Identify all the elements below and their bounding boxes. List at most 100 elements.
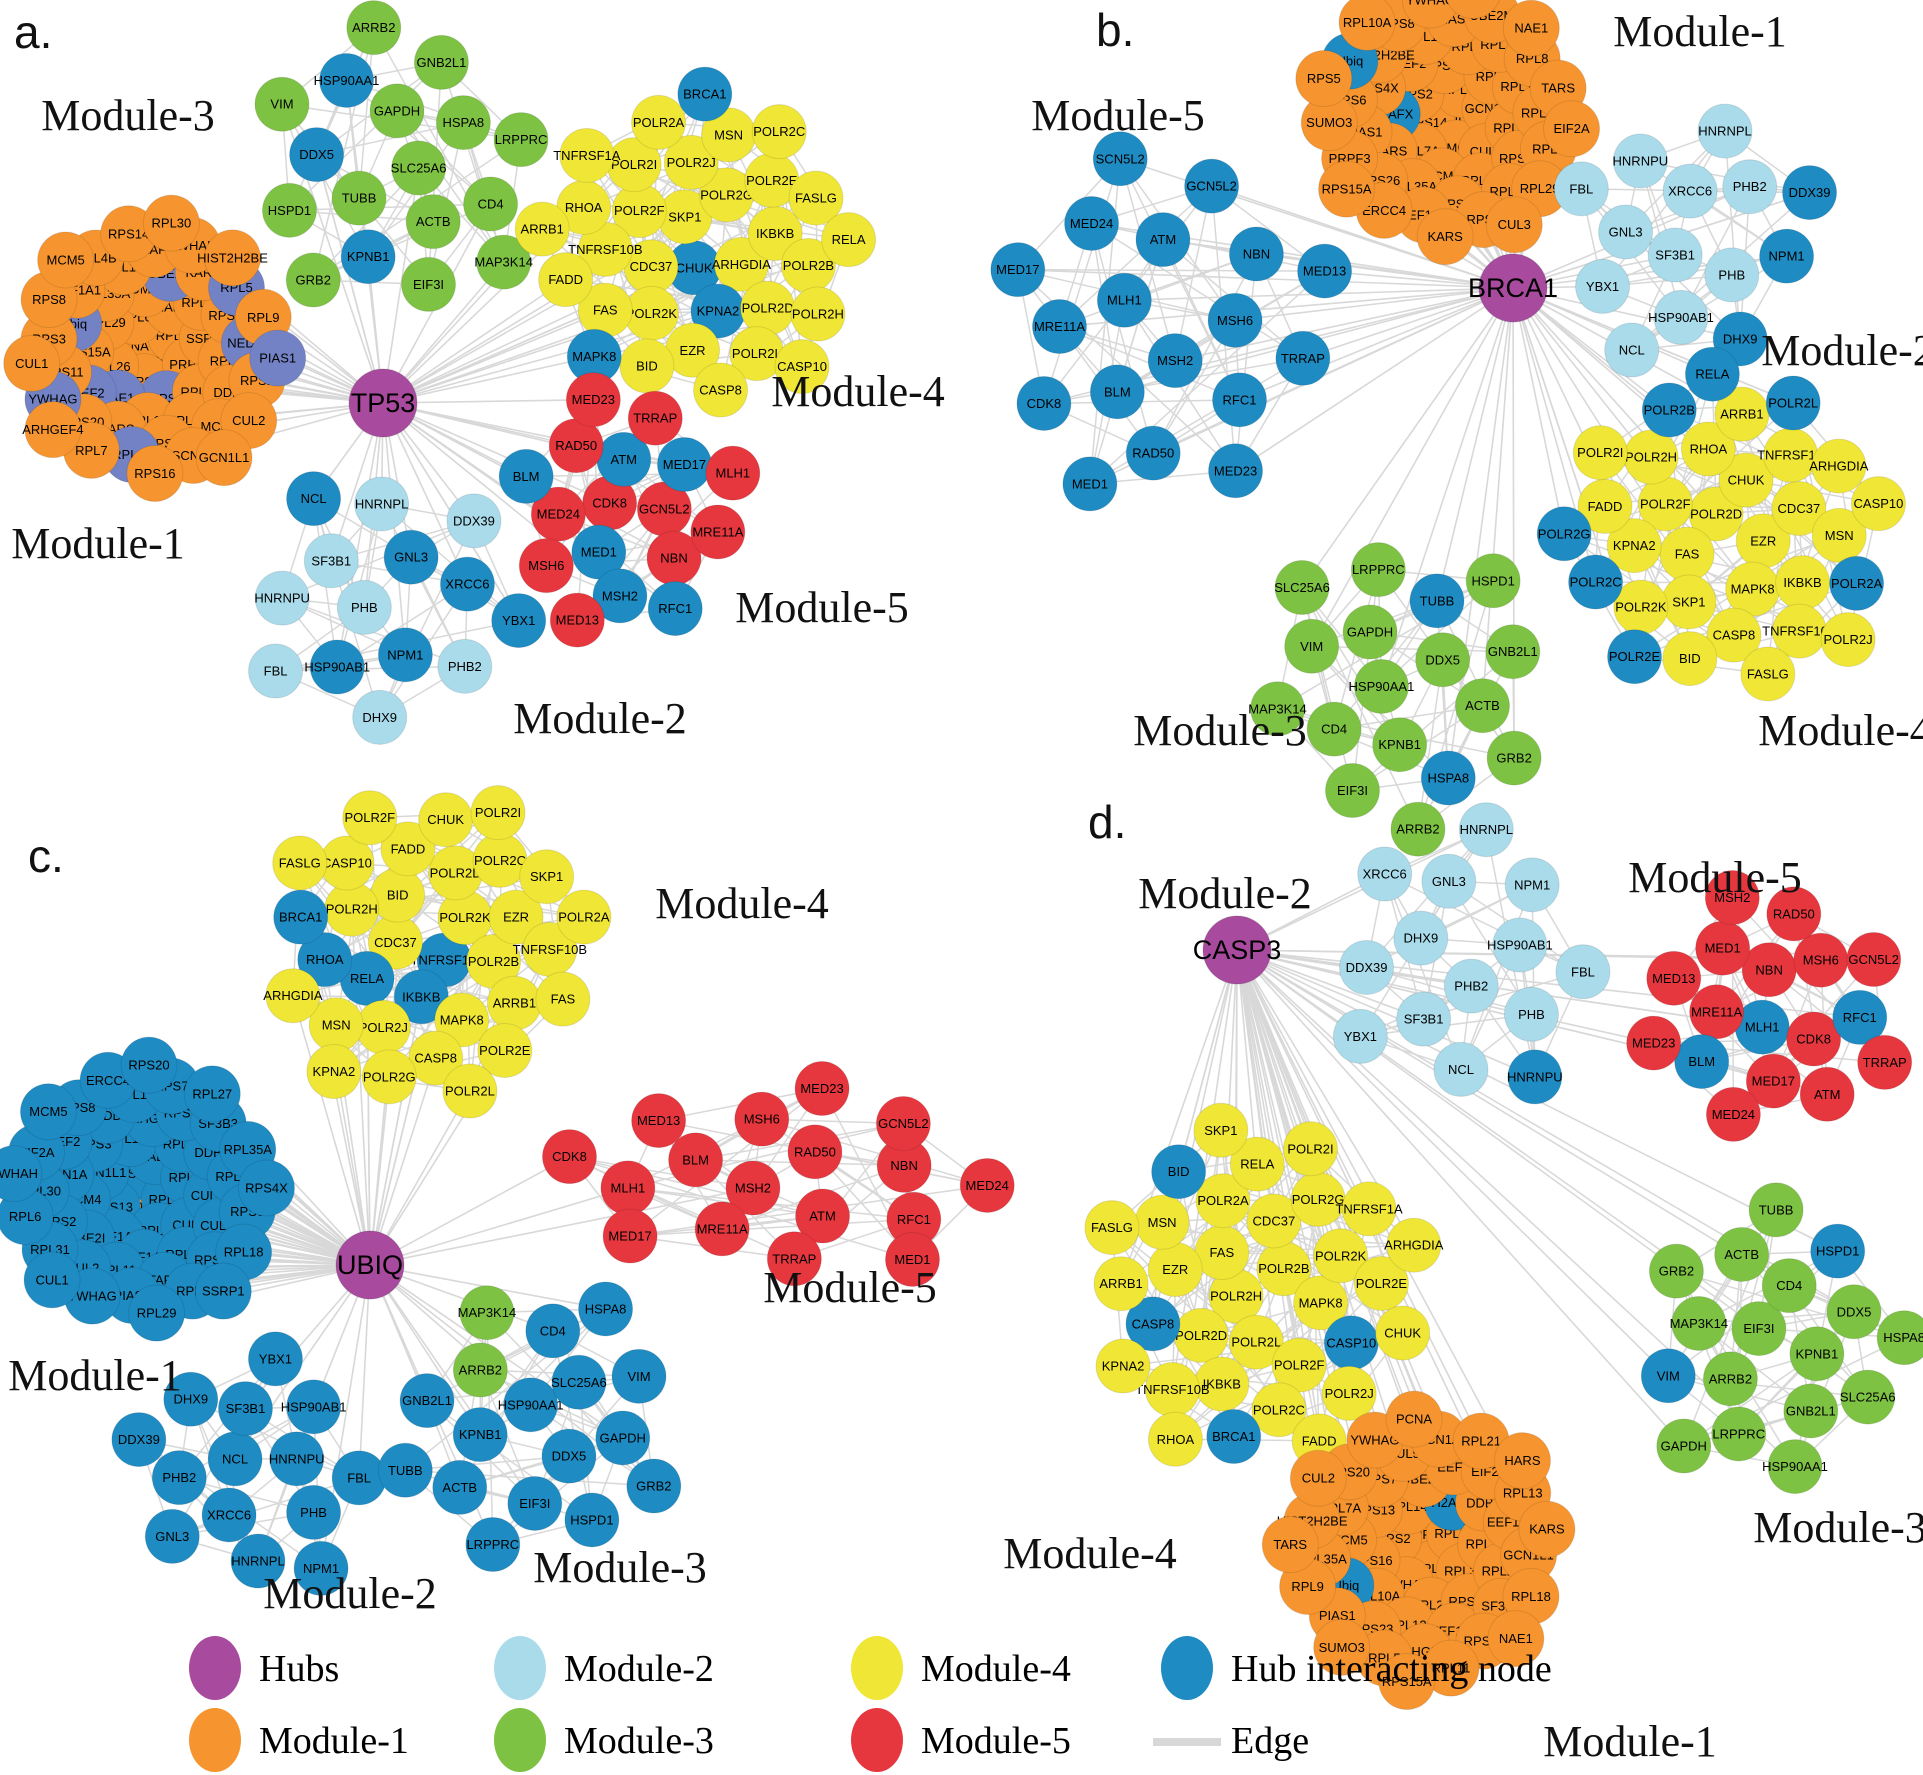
node-MSH2: [592, 568, 648, 624]
node-layer: CUL4BRPS14RPL14EMG1RPS2GCN1L1RPL7ARPS13C…: [990, 0, 1906, 857]
node-HSP90AB1: [286, 1379, 342, 1435]
node-label: MED24: [1712, 1107, 1755, 1122]
edge: [1436, 600, 1450, 779]
node-PHB2: [1722, 159, 1778, 215]
node-label: ACTB: [442, 1480, 477, 1495]
edge: [630, 1218, 914, 1237]
node-BLM: [668, 1132, 724, 1188]
node-XRCC6: [201, 1487, 257, 1543]
hub-edge: [382, 278, 567, 404]
node-YBX1: [1575, 258, 1631, 314]
legend-label: Hubs: [259, 1648, 339, 1690]
node-label: TNFRSF1A: [411, 953, 479, 968]
node-label: RHOA: [565, 200, 603, 215]
node-GCN5L2: [1184, 158, 1240, 214]
module-title: Module-2: [1761, 326, 1923, 375]
node-label: MLH1: [1107, 293, 1142, 308]
node-label: SKP1: [668, 209, 701, 224]
node-label: POLR2I: [1287, 1141, 1333, 1156]
node-label: NCL: [301, 491, 327, 506]
node-RELA: [821, 212, 877, 268]
node-label: KPNA2: [697, 304, 740, 319]
module-title: Module-2: [263, 1569, 437, 1618]
node-POLR2L: [442, 1063, 498, 1119]
node-label: MAPK8: [1731, 582, 1775, 597]
node-ATM: [795, 1188, 851, 1244]
node-CASP10: [774, 339, 830, 395]
hub-edge: [1302, 287, 1514, 360]
node-label: HSP90AB1: [1487, 938, 1553, 953]
hub-edge: [1301, 287, 1514, 589]
node-YBX1: [491, 593, 547, 649]
node-label: ARRB1: [1099, 1276, 1142, 1291]
node-label: MAPK8: [572, 349, 616, 364]
legend-label: Module-1: [259, 1720, 409, 1762]
hub-edge: [292, 995, 371, 1266]
node-label: POLR2A: [1831, 576, 1883, 591]
node-label: POLR2A: [558, 910, 610, 925]
node-label: FADD: [1588, 499, 1623, 514]
node-label: FBL: [347, 1470, 371, 1485]
node-GCN1L1: [195, 429, 253, 487]
node-GNL3: [383, 529, 439, 585]
edge: [1738, 1311, 1855, 1435]
hub-edge: [315, 154, 384, 404]
node-YBX1: [1332, 1008, 1388, 1064]
node-ARRB2: [1390, 801, 1446, 857]
node-MCM5: [37, 231, 95, 289]
node-label: DDX39: [1346, 960, 1388, 975]
node-label: NCL: [222, 1451, 248, 1466]
node-label: CUL2: [1302, 1471, 1335, 1486]
node-ARRB2: [452, 1342, 508, 1398]
node-layer: SLC25A6 TUBB GAPDH ACTB DDX5 HSPA8 KPNB1 HSP90A…: [3, 0, 877, 745]
node-label: MSN: [714, 127, 743, 142]
legend: Hubs Module-1 Module-2 Module-3 Module-4 Modu…: [189, 1636, 1552, 1772]
node-CUL2: [1289, 1449, 1347, 1507]
node-GNB2L1: [1783, 1383, 1839, 1439]
node-VIM: [1640, 1348, 1696, 1404]
edge: [426, 1400, 593, 1521]
node-SF3B1: [1647, 227, 1703, 283]
hub-label: TP53: [351, 388, 416, 418]
node-CASP8: [1706, 607, 1762, 663]
node-label: DHX9: [1723, 331, 1758, 346]
edge: [358, 27, 375, 199]
node-FASLG: [788, 170, 844, 226]
node-label: RHOA: [306, 952, 344, 967]
module-title: Module-2: [513, 694, 687, 743]
node-label: MSH2: [602, 588, 638, 603]
hub-node-BRCA1: [1478, 253, 1548, 323]
node-label: POLR2D: [1175, 1328, 1227, 1343]
node-label: IKBKB: [402, 989, 440, 1004]
edge: [138, 1439, 259, 1562]
node-label: MSH6: [1217, 313, 1253, 328]
node-label: ATM: [611, 452, 637, 467]
node-label: EIF3I: [413, 277, 444, 292]
node-label: HSPD1: [1816, 1244, 1859, 1259]
node-VIM: [1284, 618, 1340, 674]
node-POLR2J: [663, 134, 719, 190]
node-label: FADD: [391, 841, 426, 856]
node-MCM5: [19, 1083, 77, 1141]
node-TRRAP: [627, 390, 683, 446]
node-FADD: [1577, 478, 1633, 534]
node-label: GCN5L2: [639, 502, 690, 517]
node-CD4: [463, 176, 519, 232]
node-label: ATM: [1814, 1087, 1840, 1102]
edge: [1383, 873, 1462, 1070]
hub-edge: [1436, 287, 1514, 602]
node-label: EIF2A: [1553, 121, 1589, 136]
node-label: CUL2: [232, 413, 265, 428]
node-label: RPS20: [128, 1058, 169, 1073]
edge: [569, 1155, 754, 1189]
node-GRB2: [285, 252, 341, 308]
node-label: SKP1: [530, 869, 563, 884]
node-label: CD4: [478, 197, 504, 212]
node-HSPD1: [1810, 1223, 1866, 1279]
node-label: MED17: [996, 262, 1039, 277]
node-MSH6: [1207, 292, 1263, 348]
node-label: RPS14: [108, 226, 149, 241]
node-HSP90AB1: [1492, 917, 1548, 973]
node-label: BLM: [513, 469, 540, 484]
node-POLR2A: [556, 889, 612, 945]
